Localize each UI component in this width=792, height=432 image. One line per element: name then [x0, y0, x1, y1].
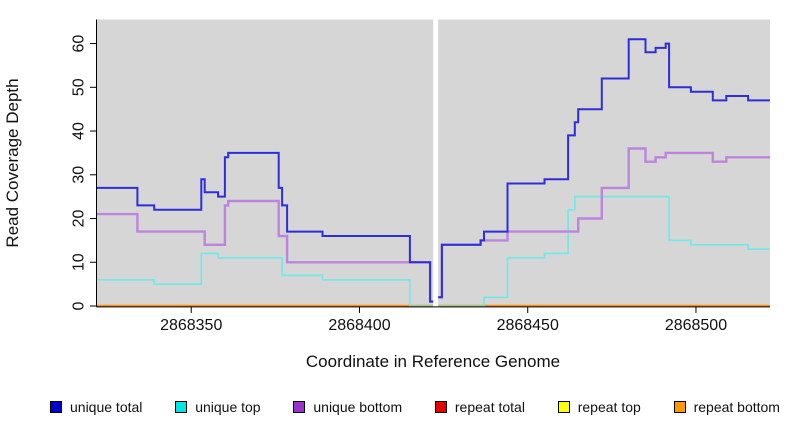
legend-label: unique top [195, 399, 261, 415]
legend-label: unique total [70, 399, 143, 415]
legend: unique total unique top unique bottom repea… [50, 398, 780, 416]
y-axis-title: Read Coverage Depth [3, 78, 22, 247]
x-tick-label-2868400: 2868400 [328, 317, 390, 334]
y-tick-label-40: 40 [71, 122, 88, 140]
x-axis-title: Coordinate in Reference Genome [306, 352, 560, 371]
y-tick-label-10: 10 [71, 253, 88, 271]
legend-label: unique bottom [313, 399, 403, 415]
legend-swatch-icon [293, 401, 306, 413]
series-unique-total [97, 38, 770, 303]
legend-swatch-icon [557, 401, 570, 413]
legend-item-repeat-total: repeat total [434, 399, 525, 415]
series-unique-top [97, 195, 770, 307]
legend-swatch-icon [50, 401, 62, 413]
legend-label: repeat top [577, 399, 641, 415]
legend-label: repeat bottom [693, 399, 780, 415]
y-tick-label-30: 30 [71, 166, 88, 184]
x-tick-label-2868350: 2868350 [160, 317, 222, 334]
legend-item-unique-bottom: unique bottom [293, 399, 402, 415]
legend-swatch-icon [673, 401, 686, 413]
x-tick-label-2868450: 2868450 [497, 317, 559, 334]
legend-item-unique-top: unique top [175, 399, 261, 415]
legend-swatch-icon [175, 401, 188, 413]
y-tick-label-0: 0 [71, 301, 88, 310]
legend-item-repeat-top: repeat top [557, 399, 641, 415]
legend-label: repeat total [454, 399, 525, 415]
gap-layer [433, 19, 439, 307]
axes-layer [96, 19, 770, 308]
x-tick-label-2868500: 2868500 [665, 317, 727, 334]
y-tick-label-50: 50 [71, 78, 88, 96]
coverage-gap [433, 19, 439, 307]
tick-layer: 0 10 20 30 40 50 60 2868350 2868400 2868450 286850… [71, 35, 728, 334]
y-tick-label-20: 20 [71, 210, 88, 228]
y-tick-label-60: 60 [71, 35, 88, 53]
legend-item-repeat-bottom: repeat bottom [673, 399, 780, 415]
legend-item-unique-total: unique total [50, 399, 142, 415]
legend-swatch-icon [434, 401, 447, 413]
